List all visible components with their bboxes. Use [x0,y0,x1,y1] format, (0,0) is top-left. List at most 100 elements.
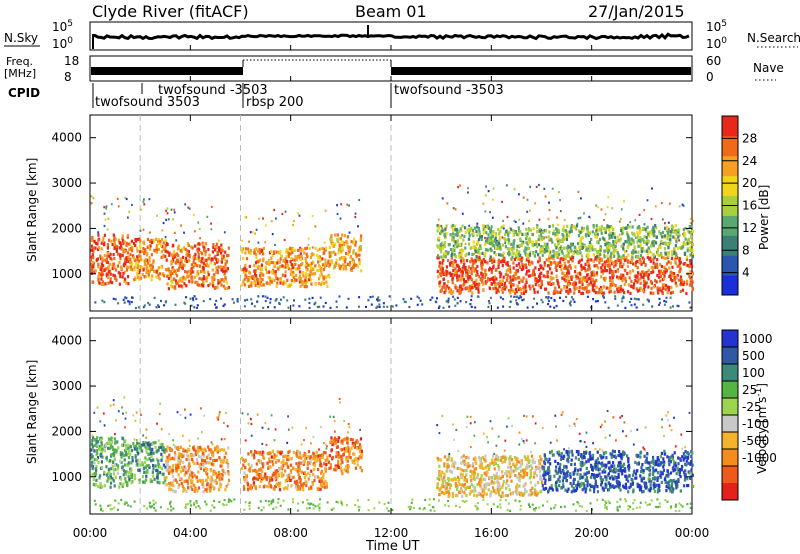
data-point [628,240,631,244]
data-point [123,270,126,274]
data-point [620,255,623,259]
data-point [321,281,324,285]
data-point [517,257,520,261]
data-point [446,270,449,274]
data-point [200,260,203,264]
data-point [220,255,223,259]
data-point [531,284,534,288]
data-point [666,226,669,230]
data-point [378,305,381,309]
data-point [162,481,165,485]
data-point [679,289,682,293]
data-point [508,230,511,234]
data-point [664,271,667,275]
data-point [580,279,583,283]
data-point [103,253,106,258]
data-point [659,262,662,267]
data-point [467,289,470,293]
data-point [603,237,606,241]
data-point [106,458,109,462]
data-point [252,281,255,285]
data-point [579,216,582,219]
data-point [686,279,689,283]
data-point [314,458,317,462]
data-point [152,467,155,471]
data-point [127,259,130,263]
data-point [249,249,253,253]
data-point [293,280,296,284]
data-point [126,443,129,448]
data-point [342,267,345,271]
data-point [450,254,453,258]
data-point [189,297,192,300]
data-point [320,269,323,273]
data-point [304,272,307,276]
data-point [182,434,184,437]
data-point [210,228,213,231]
data-point [306,466,309,471]
data-point [312,457,315,461]
data-point [310,272,314,276]
data-point [125,469,128,474]
data-point [454,284,457,288]
data-point [112,472,115,476]
data-point [128,449,131,453]
data-point [270,260,273,264]
data-point [200,407,202,410]
data-point [112,233,115,237]
data-point [663,274,666,278]
data-point [188,462,191,466]
data-point [589,244,592,248]
data-point [598,250,601,254]
data-point [121,467,124,471]
data-point [527,259,530,263]
data-point [510,242,513,246]
data-point [224,276,227,280]
data-point [178,452,181,456]
data-point [169,447,172,451]
data-point [193,489,196,493]
data-point [139,239,142,243]
data-point [277,265,280,269]
data-point [571,259,574,263]
data-point [684,232,687,236]
data-point [528,284,531,288]
data-point [436,297,438,300]
data-point [492,230,495,234]
data-point [190,267,193,271]
data-point [479,278,482,282]
data-point [156,422,158,425]
data-point [486,248,489,252]
data-point [482,258,485,262]
data-point [297,473,300,477]
data-point [274,469,277,473]
data-point [588,282,591,286]
data-point [171,285,174,289]
data-point [603,253,606,256]
data-point [325,275,328,279]
data-point [690,265,693,269]
data-point [285,462,288,466]
data-point [117,271,120,275]
data-point [283,238,286,242]
data-point [312,253,315,257]
data-point [122,412,124,415]
data-point [249,231,252,234]
data-point [378,299,381,302]
data-point [202,485,205,489]
data-point [176,281,179,285]
data-point [349,437,352,442]
data-point [440,273,443,278]
data-point [445,224,448,228]
data-point [667,242,670,246]
data-point [172,257,175,262]
data-point [452,228,455,232]
data-point [536,290,539,294]
data-point [689,262,692,266]
data-point [491,235,494,239]
data-point [578,277,581,281]
data-point [649,259,652,263]
data-point [503,237,506,241]
data-point [669,306,672,309]
nsky-tick-top: 105 [52,19,73,34]
